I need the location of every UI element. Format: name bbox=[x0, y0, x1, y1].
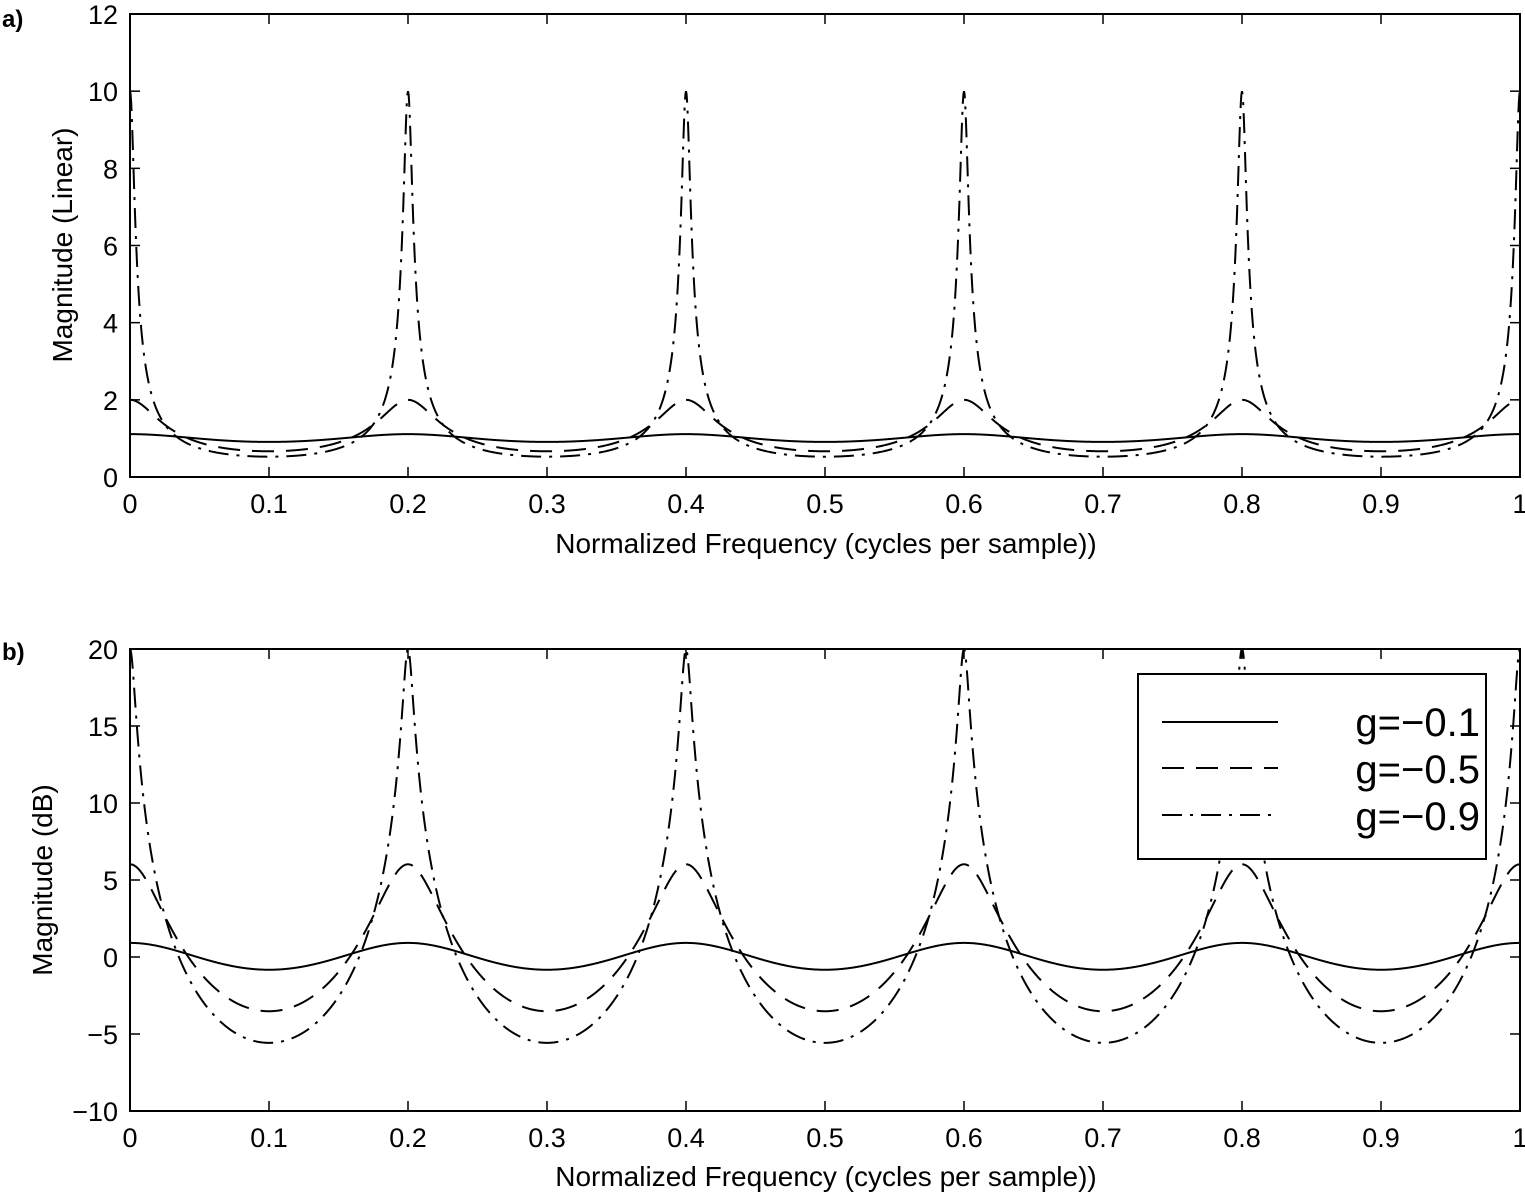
panel-b: b) 0 0.1 0.2 0.3 0.4 0.5 0.6 0.7 0.8 0.9 1 −10 −5 0 5 1… bbox=[2, 635, 1525, 1192]
legend-box bbox=[1137, 673, 1487, 860]
y-tick-label: 4 bbox=[103, 309, 118, 339]
legend-entry-3: g=−0.9 bbox=[1355, 795, 1480, 839]
x-tick-label: 0.7 bbox=[1084, 489, 1122, 519]
x-tick-label: 1 bbox=[1512, 489, 1525, 519]
y-tick-label: 20 bbox=[88, 635, 118, 665]
y-tick-label: 2 bbox=[103, 386, 118, 416]
x-tick-label: 0.2 bbox=[389, 1123, 427, 1153]
series-line-solid bbox=[130, 433, 1520, 443]
y-tick-label: −5 bbox=[87, 1020, 118, 1050]
y-tick-label: 0 bbox=[103, 943, 118, 973]
y-axis-label-b: Magnitude (dB) bbox=[27, 784, 58, 975]
legend-entry-2: g=−0.5 bbox=[1355, 748, 1480, 792]
x-tick-label: 0.5 bbox=[806, 1123, 844, 1153]
x-tick-label: 0.8 bbox=[1223, 489, 1261, 519]
y-tick-label: 6 bbox=[103, 232, 118, 262]
x-tick-label: 0.5 bbox=[806, 489, 844, 519]
panel-label-b: b) bbox=[2, 639, 25, 666]
panel-label-a: a) bbox=[2, 6, 23, 33]
series-line-dashed bbox=[130, 398, 1520, 453]
x-tick-label: 0 bbox=[122, 1123, 137, 1153]
x-tick-label: 0.4 bbox=[667, 1123, 705, 1153]
x-tick-label: 0.2 bbox=[389, 489, 427, 519]
x-tick-label: 0.9 bbox=[1362, 489, 1400, 519]
y-tick-label: −10 bbox=[72, 1097, 118, 1127]
x-axis-label-a: Normalized Frequency (cycles per sample)… bbox=[555, 528, 1097, 559]
x-tick-label: 0.7 bbox=[1084, 1123, 1122, 1153]
x-tick-label: 0.3 bbox=[528, 1123, 566, 1153]
y-tick-label: 0 bbox=[103, 463, 118, 493]
y-tick-label: 5 bbox=[103, 866, 118, 896]
y-tick-label: 10 bbox=[88, 789, 118, 819]
axes-frame bbox=[129, 13, 1521, 478]
x-tick-label: 0.8 bbox=[1223, 1123, 1261, 1153]
x-tick-label: 1 bbox=[1512, 1123, 1525, 1153]
panel-a: a) 0 0.1 0.2 0.3 0.4 0.5 0.6 0.7 0.8 0.9 102468101… bbox=[2, 0, 1525, 559]
x-tick-label: 0.6 bbox=[945, 1123, 983, 1153]
y-tick-label: 8 bbox=[103, 154, 118, 184]
series-line-dashdot bbox=[130, 649, 1520, 1044]
x-tick-label: 0.4 bbox=[667, 489, 705, 519]
x-tick-label: 0.3 bbox=[528, 489, 566, 519]
x-axis-label-b: Normalized Frequency (cycles per sample)… bbox=[555, 1161, 1097, 1192]
x-tick-label: 0.6 bbox=[945, 489, 983, 519]
y-tick-label: 15 bbox=[88, 712, 118, 742]
x-tick-label: 0.1 bbox=[250, 1123, 288, 1153]
y-tick-label: 12 bbox=[88, 0, 118, 30]
x-tick-label: 0.1 bbox=[250, 489, 288, 519]
y-tick-label: 10 bbox=[88, 77, 118, 107]
plot-area-b: 0 0.1 0.2 0.3 0.4 0.5 0.6 0.7 0.8 0.9 1 −10 −5 0 5 10 15… bbox=[72, 635, 1525, 1153]
x-tick-label: 0.9 bbox=[1362, 1123, 1400, 1153]
legend-entry-1: g=−0.1 bbox=[1355, 701, 1480, 745]
y-axis-label-a: Magnitude (Linear) bbox=[47, 127, 78, 362]
series-line-solid bbox=[130, 941, 1520, 971]
x-tick-label: 0 bbox=[122, 489, 137, 519]
series-line-dashdot bbox=[130, 90, 1520, 458]
legend: g=−0.1 g=−0.5 g=−0.9 bbox=[1137, 673, 1487, 860]
series-line-dashed bbox=[130, 863, 1520, 1013]
